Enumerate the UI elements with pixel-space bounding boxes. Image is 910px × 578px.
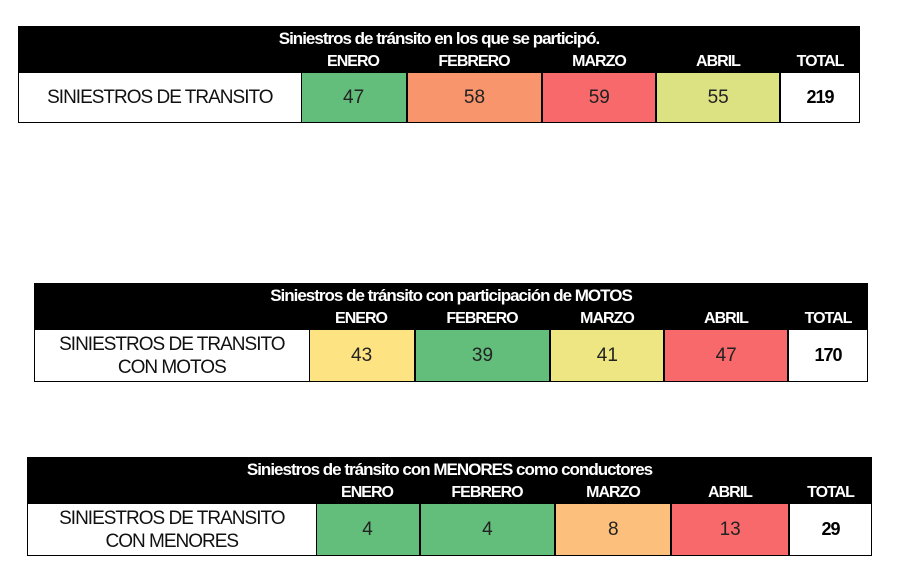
cell-abril: 47 [664, 330, 789, 382]
row-label: SINIESTROS DE TRANSITO CON MENORES [27, 504, 316, 556]
cell-abril: 55 [656, 73, 781, 123]
header-total: TOTAL [807, 484, 855, 501]
cell-enero: 43 [308, 330, 415, 382]
row-label-line1: SINIESTROS DE TRANSITO [59, 507, 285, 529]
cell-total: 170 [788, 330, 869, 382]
table-title: Siniestros de tránsito con participación… [34, 283, 868, 308]
header-enero: ENERO [327, 53, 380, 70]
table-title: Siniestros de tránsito en los que se par… [18, 26, 860, 51]
table-siniestros-menores: Siniestros de tránsito con MENORES como … [27, 457, 872, 556]
header-abril: ABRIL [708, 484, 753, 501]
table-row: SINIESTROS DE TRANSITO CON MOTOS 43 39 4… [34, 330, 869, 382]
table-row: SINIESTROS DE TRANSITO CON MENORES 4 4 8… [27, 504, 872, 556]
header-total: TOTAL [804, 310, 853, 327]
cell-febrero: 4 [419, 504, 556, 556]
table-row: SINIESTROS DE TRANSITO 47 58 59 55 219 [18, 73, 860, 123]
cell-total: 29 [789, 504, 872, 556]
row-label-line2: CON MOTOS [117, 356, 227, 378]
table-siniestros-motos: Siniestros de tránsito con participación… [34, 283, 869, 382]
header-marzo: MARZO [572, 53, 627, 70]
table-header-row: ENERO FEBRERO MARZO ABRIL TOTAL [18, 51, 860, 73]
cell-enero: 47 [300, 73, 407, 123]
table-header-row: ENERO FEBRERO MARZO ABRIL TOTAL [27, 482, 872, 504]
row-label: SINIESTROS DE TRANSITO [18, 73, 301, 123]
header-febrero: FEBRERO [438, 53, 510, 70]
header-marzo: MARZO [586, 484, 641, 501]
cell-marzo: 59 [542, 73, 657, 123]
header-febrero: FEBRERO [446, 310, 518, 327]
row-label-line2: CON MENORES [105, 530, 240, 552]
cell-febrero: 58 [406, 73, 543, 123]
row-label-line1: SINIESTROS DE TRANSITO [59, 333, 285, 355]
cell-abril: 13 [671, 504, 790, 556]
table-header-row: ENERO FEBRERO MARZO ABRIL TOTAL [34, 308, 868, 330]
header-enero: ENERO [335, 310, 388, 327]
header-abril: ABRIL [704, 310, 749, 327]
cell-total: 219 [780, 73, 860, 123]
table-siniestros-transito: Siniestros de tránsito en los que se par… [18, 26, 860, 123]
cell-marzo: 41 [550, 330, 665, 382]
cell-marzo: 8 [555, 504, 672, 556]
cell-enero: 4 [315, 504, 420, 556]
header-abril: ABRIL [696, 53, 741, 70]
table-title: Siniestros de tránsito con MENORES como … [27, 457, 872, 482]
header-enero: ENERO [341, 484, 394, 501]
header-febrero: FEBRERO [451, 484, 523, 501]
row-label: SINIESTROS DE TRANSITO CON MOTOS [34, 330, 309, 382]
header-marzo: MARZO [580, 310, 635, 327]
cell-febrero: 39 [414, 330, 551, 382]
header-total: TOTAL [796, 53, 845, 70]
